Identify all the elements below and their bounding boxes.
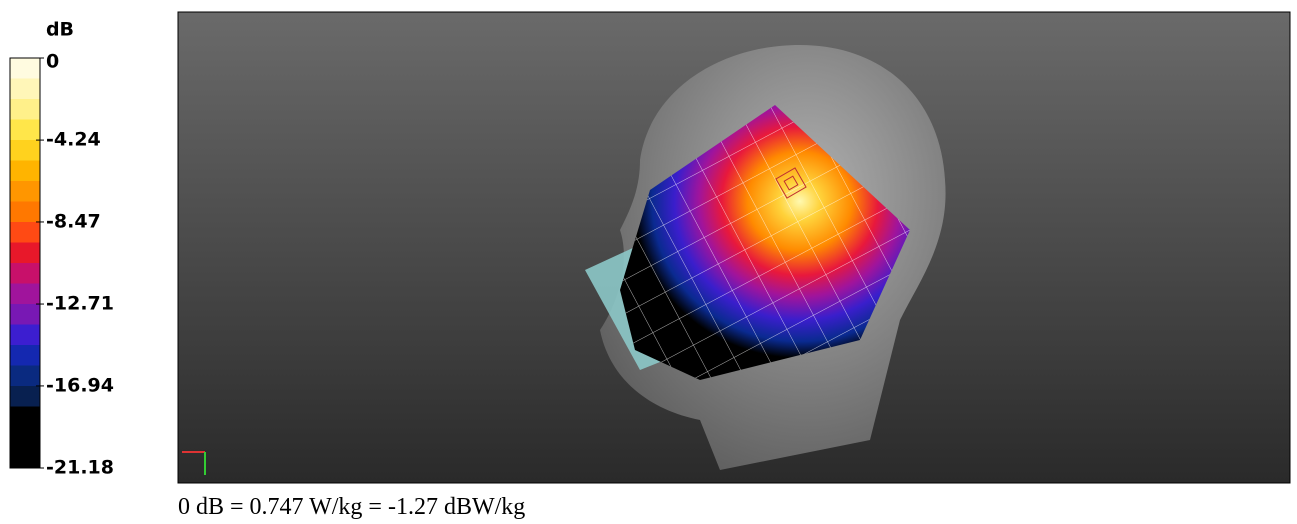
colorbar-band	[10, 160, 40, 182]
colorbar-band	[10, 365, 40, 387]
colorbar-tick-label: 0	[46, 51, 59, 73]
head-model	[585, 45, 946, 470]
colorbar-band	[10, 242, 40, 264]
colorbar-title: dB	[46, 19, 74, 41]
colorbar-band	[10, 324, 40, 346]
colorbar-tick-label: -12.71	[46, 293, 114, 315]
colorbar-tick-label: -8.47	[46, 210, 101, 232]
colorbar-tick-label: -21.18	[46, 457, 114, 479]
colorbar-band	[10, 386, 40, 407]
colorbar-band	[10, 119, 40, 141]
colorbar-tick-label: -4.24	[46, 129, 101, 151]
colorbar-band	[10, 140, 40, 161]
figure: dB 0 -4.24 -8.47 -12.71 -16.94 -21.18	[9, 11, 1291, 484]
colorbar-band	[10, 283, 40, 305]
colorbar-band	[10, 447, 40, 469]
colorbar-band	[10, 304, 40, 325]
colorbar-band	[10, 99, 40, 120]
colorbar-band	[10, 201, 40, 223]
colorbar-frame	[9, 57, 41, 469]
caption: 0 dB = 0.747 W/kg = -1.27 dBW/kg	[178, 494, 526, 520]
colorbar: 0 -4.24 -8.47 -12.71 -16.94 -21.18	[9, 51, 114, 479]
colorbar-band	[10, 181, 40, 202]
axis-triad	[182, 451, 206, 475]
colorbar-band	[10, 427, 40, 448]
colorbar-band	[10, 406, 40, 428]
colorbar-band	[10, 263, 40, 284]
colorbar-band	[10, 222, 40, 243]
colorbar-tick-label: -16.94	[46, 374, 114, 396]
colorbar-band	[10, 345, 40, 366]
colorbar-band	[10, 58, 40, 79]
colorbar-band	[10, 78, 40, 100]
